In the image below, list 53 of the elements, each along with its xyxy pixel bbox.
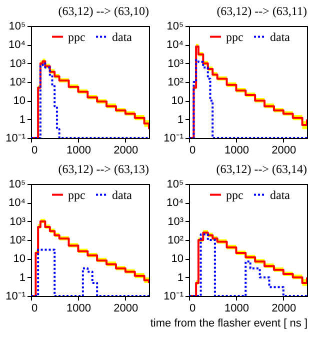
y-tick-label: 10⁴ <box>8 39 26 52</box>
x-tick-label: 2000 <box>272 144 296 156</box>
x-tick-label: 1000 <box>66 302 91 314</box>
x-tick-label: 2000 <box>114 302 138 314</box>
x-axis-title: time from the flasher event [ ns ] <box>150 318 308 330</box>
y-tick-label: 1 <box>177 114 184 126</box>
y-tick-label: 10⁻¹ <box>164 290 184 302</box>
y-tick-label: 10² <box>168 76 184 88</box>
y-tick-label: 10² <box>10 76 26 88</box>
x-tick-label: 2000 <box>272 302 296 314</box>
x-tick-label: 2000 <box>114 144 138 156</box>
y-tick-label: 10 <box>13 253 26 266</box>
x-tick-label: 1000 <box>224 302 249 314</box>
y-tick-label: 10⁵ <box>8 178 26 190</box>
y-tick-label: 10 <box>171 253 184 266</box>
y-tick-label: 10³ <box>10 216 26 228</box>
x-tick-label: 0 <box>190 144 196 156</box>
y-tick-label: 10² <box>168 234 184 246</box>
y-tick-label: 10 <box>171 95 184 108</box>
y-tick-label: 10⁴ <box>8 197 26 210</box>
x-tick-label: 0 <box>190 302 196 314</box>
y-tick-label: 10⁵ <box>166 20 184 32</box>
x-tick-label: 1000 <box>224 144 249 156</box>
legend-label: data <box>270 188 291 202</box>
chart-title: (63,12) --> (63,10) <box>58 4 149 18</box>
x-tick-label: 0 <box>32 302 38 314</box>
legend-label: ppc <box>68 30 86 44</box>
y-tick-label: 1 <box>19 272 26 284</box>
chart-title: (63,12) --> (63,13) <box>58 162 149 176</box>
y-tick-label: 10⁻¹ <box>164 132 184 144</box>
y-tick-label: 10⁻¹ <box>6 290 26 302</box>
legend-label: data <box>112 30 133 44</box>
y-tick-label: 10⁴ <box>166 197 184 210</box>
y-tick-label: 10⁴ <box>166 39 184 52</box>
y-tick-label: 1 <box>19 114 26 126</box>
y-tick-label: 1 <box>177 272 184 284</box>
y-tick-label: 10² <box>10 234 26 246</box>
legend-label: data <box>270 30 291 44</box>
y-tick-label: 10³ <box>168 216 184 228</box>
y-tick-label: 10⁵ <box>8 20 26 32</box>
y-tick-label: 10⁵ <box>166 178 184 190</box>
y-tick-label: 10³ <box>168 58 184 70</box>
y-tick-label: 10⁻¹ <box>6 132 26 144</box>
x-tick-label: 0 <box>32 144 38 156</box>
text: ppc <box>226 188 244 202</box>
text: ppc <box>226 30 244 44</box>
legend-label: data <box>112 188 133 202</box>
x-tick-label: 1000 <box>66 144 91 156</box>
legend-label: ppc <box>68 188 86 202</box>
chart-title: (63,12) --> (63,14) <box>216 162 307 176</box>
chart-title: (63,12) --> (63,11) <box>216 4 307 18</box>
y-tick-label: 10 <box>13 95 26 108</box>
y-tick-label: 10³ <box>10 58 26 70</box>
